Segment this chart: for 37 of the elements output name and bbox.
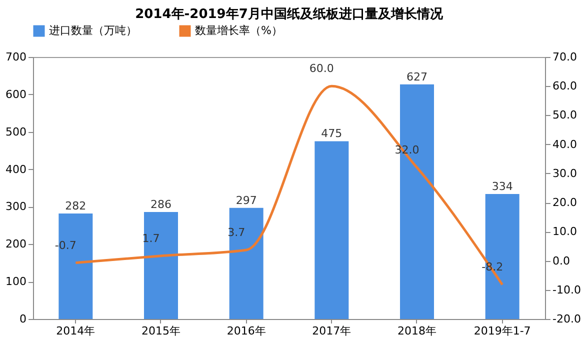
x-tick-label: 2017年 — [312, 324, 352, 338]
data-label: 475 — [321, 127, 342, 140]
x-tick-label: 2015年 — [142, 324, 180, 338]
y-tick-label: 0 — [20, 312, 26, 326]
y2-tick-label: 50.0 — [552, 108, 577, 122]
data-label: 282 — [65, 199, 86, 212]
y2-tick-label: 20.0 — [552, 196, 577, 210]
data-label: 297 — [236, 194, 257, 207]
chart-title: 2014年-2019年7月中国纸及纸板进口量及增长情况 — [135, 7, 444, 22]
x-tick-label: 2016年 — [226, 324, 266, 338]
y-tick-label: 200 — [6, 238, 26, 251]
x-tick-label: 2019年1-7 — [474, 324, 531, 338]
bar — [229, 208, 264, 319]
x-tick-label: 2018年 — [398, 324, 436, 338]
legend-label: 数量增长率（%） — [195, 24, 282, 37]
y-tick-label: 500 — [6, 125, 26, 138]
data-label: 60.0 — [309, 62, 334, 76]
y-tick-label: 100 — [6, 275, 26, 288]
y2-tick-label: 70.0 — [552, 50, 577, 64]
legend-label: 进口数量（万吨） — [49, 24, 137, 37]
y2-tick-label: 30.0 — [552, 166, 577, 180]
y-tick-label: 300 — [6, 200, 26, 214]
x-tick-label: 2014年 — [56, 324, 96, 338]
bar — [144, 212, 178, 319]
y2-tick-label: 60.0 — [552, 80, 577, 93]
data-label: 334 — [492, 180, 513, 193]
y2-tick-label: 0.0 — [552, 254, 570, 268]
y2-tick-label: 10.0 — [552, 225, 577, 238]
y2-tick-label: -20.0 — [552, 312, 581, 326]
y-tick-label: 400 — [6, 162, 26, 176]
y2-tick-label: -10.0 — [552, 283, 581, 296]
y-tick-label: 700 — [6, 50, 26, 64]
data-label: 286 — [150, 198, 172, 211]
bar — [314, 141, 349, 319]
data-label: 627 — [406, 70, 428, 84]
y-tick-label: 600 — [6, 88, 26, 101]
y2-tick-label: 40.0 — [552, 138, 577, 151]
